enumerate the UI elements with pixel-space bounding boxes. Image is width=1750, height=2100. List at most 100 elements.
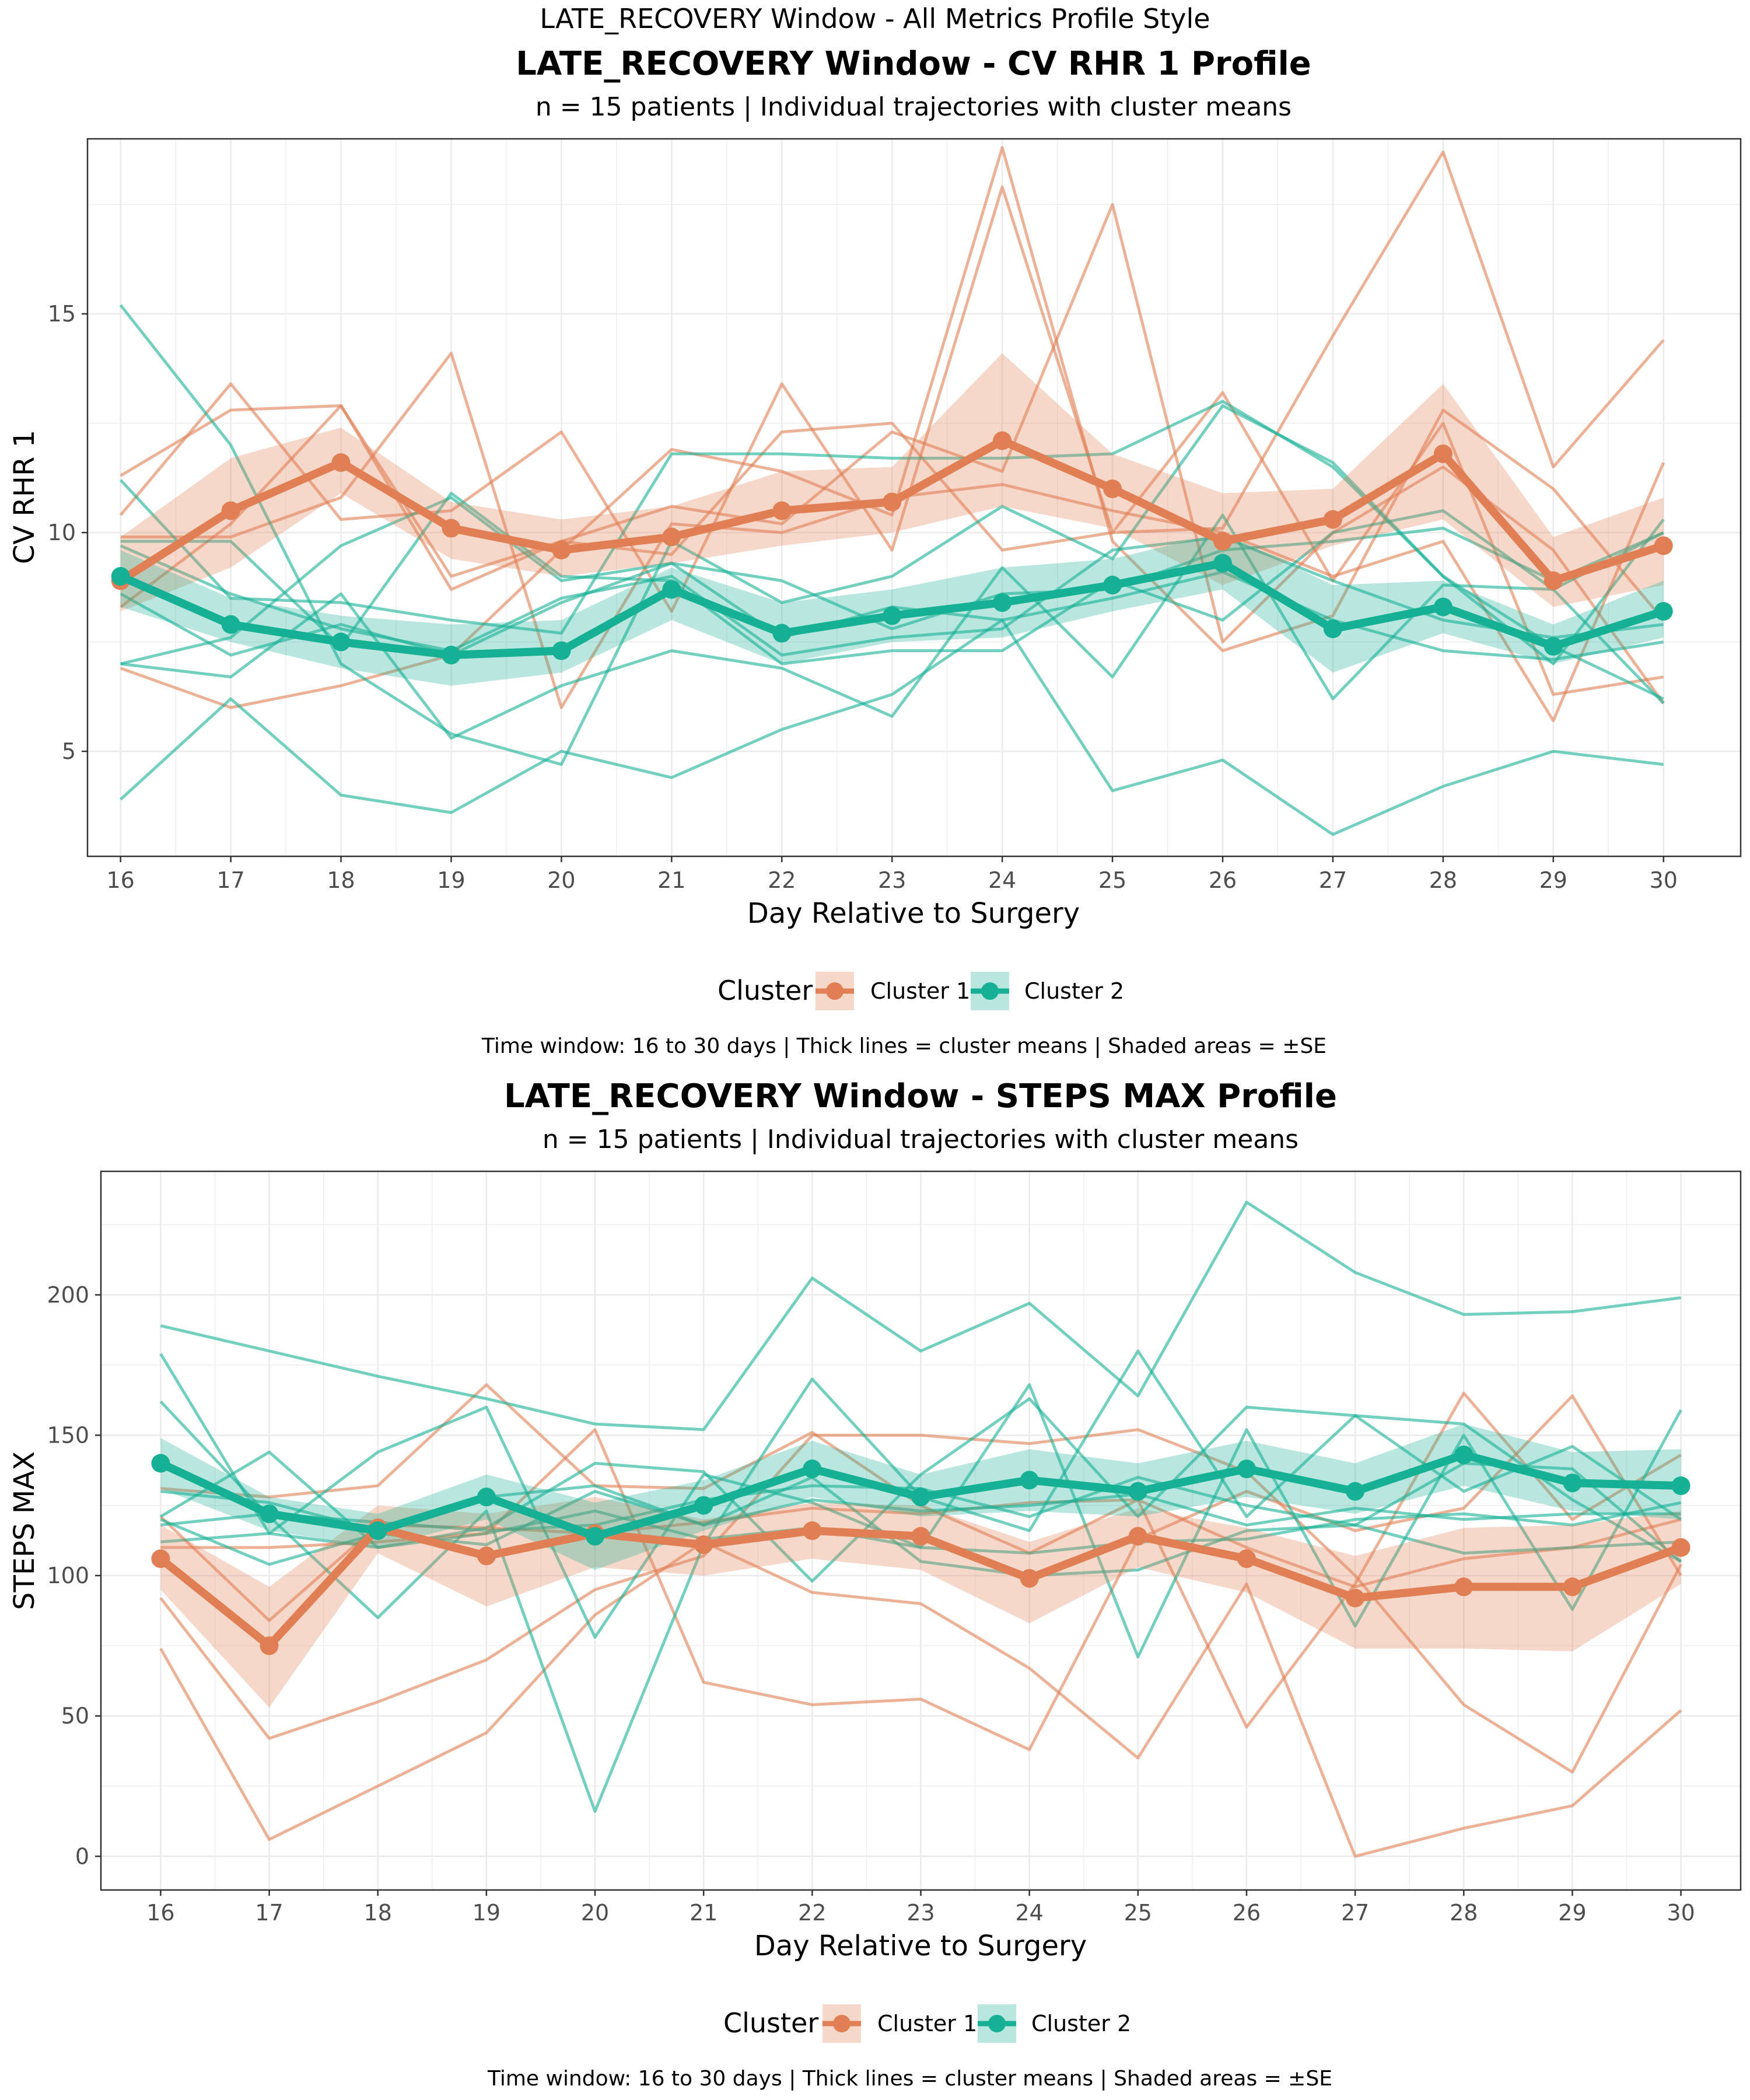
- individual-trajectory-cluster-2-11: [120, 513, 1665, 740]
- y-tick-label: 10: [48, 520, 76, 545]
- mean-point-cluster-2-day-28: [1433, 597, 1452, 617]
- legend-title: Cluster: [723, 2007, 818, 2039]
- individual-trajectory-cluster-2-9: [120, 492, 1664, 666]
- chart-panel-cv-rhr-1: LATE_RECOVERY Window - CV RHR 1 Profile …: [8, 45, 1742, 1058]
- individual-trajectory-cluster-1-2: [159, 1540, 1682, 1858]
- mean-point-cluster-2-day-26: [1237, 1460, 1256, 1479]
- y-tick-label: 150: [47, 1422, 89, 1448]
- mean-point-cluster-1-day-26: [1213, 532, 1232, 551]
- mean-point-cluster-2-day-23: [911, 1488, 930, 1507]
- legend-label-cluster-2: Cluster 2: [1031, 2011, 1131, 2036]
- mean-point-cluster-2-day-16: [151, 1454, 170, 1473]
- chart-subtitle: n = 15 patients | Individual trajectorie…: [536, 92, 1292, 122]
- chart-title: LATE_RECOVERY Window - CV RHR 1 Profile: [516, 45, 1311, 83]
- x-tick-label: 19: [437, 867, 465, 893]
- x-tick-label: 23: [907, 1900, 935, 1926]
- cluster-mean-lines: [111, 431, 1673, 664]
- individual-trajectory-cluster-2-6: [160, 1200, 1681, 1432]
- mean-point-cluster-2-day-23: [883, 606, 902, 625]
- mean-point-cluster-2-day-30: [1671, 1476, 1690, 1495]
- mean-point-cluster-2-day-19: [442, 646, 461, 664]
- x-axis: 16 17 18 19 20 21 22 23 24 25 26 27 28 29 30: [146, 1890, 1695, 1926]
- mean-point-cluster-2-day-29: [1563, 1474, 1582, 1493]
- mean-point-cluster-1-day-21: [694, 1535, 713, 1555]
- mean-point-cluster-1-day-29: [1563, 1577, 1582, 1597]
- x-tick-label: 24: [988, 867, 1016, 893]
- mean-point-cluster-1-day-28: [1454, 1577, 1474, 1597]
- mean-point-cluster-1-day-18: [331, 453, 351, 472]
- mean-point-cluster-2-day-29: [1544, 637, 1563, 656]
- mean-point-cluster-1-day-17: [221, 501, 240, 520]
- legend-label-cluster-1: Cluster 1: [877, 2011, 977, 2036]
- x-tick-label: 21: [657, 867, 685, 893]
- x-tick-label: 20: [547, 867, 575, 893]
- x-tick-label: 30: [1667, 1900, 1695, 1926]
- legend-key-cluster-2-point: [981, 982, 999, 1000]
- individual-trajectory-cluster-2-10: [120, 496, 1664, 666]
- mean-point-cluster-2-day-26: [1213, 554, 1232, 573]
- x-tick-label: 21: [690, 1900, 718, 1926]
- x-tick-label: 17: [216, 867, 244, 893]
- legend: Cluster Cluster 1 Cluster 2: [723, 2004, 1131, 2043]
- mean-point-cluster-1-day-19: [477, 1546, 496, 1566]
- individual-trajectory-cluster-2-8: [119, 400, 1665, 666]
- y-axis: 0 50 100 150 200: [47, 1282, 101, 1869]
- mean-point-cluster-2-day-25: [1128, 1482, 1147, 1501]
- x-tick-label: 23: [878, 867, 906, 893]
- y-axis-label: STEPS MAX: [8, 1451, 41, 1610]
- mean-point-cluster-2-day-22: [803, 1460, 822, 1479]
- x-tick-label: 29: [1558, 1900, 1586, 1926]
- x-axis-label: Day Relative to Surgery: [754, 1930, 1087, 1962]
- mean-point-cluster-2-day-18: [331, 632, 351, 652]
- mean-point-cluster-2-day-24: [993, 593, 1012, 612]
- individual-trajectory-cluster-1-1: [159, 1428, 1682, 1774]
- y-tick-label: 50: [61, 1703, 89, 1729]
- y-axis-label: CV RHR 1: [8, 430, 41, 564]
- legend-title: Cluster: [718, 975, 813, 1006]
- individual-trajectory-cluster-2-13: [160, 1501, 1682, 1555]
- individual-trajectory-cluster-1-5: [120, 203, 1665, 704]
- mean-point-cluster-2-day-18: [368, 1521, 387, 1540]
- x-tick-label: 17: [255, 1900, 283, 1926]
- mean-point-cluster-1-day-23: [883, 492, 902, 512]
- legend-key-cluster-2-point: [988, 2015, 1006, 2032]
- plot-panel-border: [86, 138, 1742, 858]
- mean-point-cluster-2-day-27: [1323, 620, 1342, 638]
- mean-point-cluster-1-day-26: [1237, 1549, 1256, 1569]
- mean-point-cluster-1-day-30: [1654, 536, 1673, 555]
- x-tick-label: 30: [1650, 867, 1678, 893]
- mean-point-cluster-1-day-22: [803, 1521, 822, 1540]
- cluster-mean-lines: [151, 1446, 1690, 1656]
- page-title: LATE_RECOVERY Window - All Metrics Profi…: [540, 3, 1210, 34]
- x-tick-label: 29: [1539, 867, 1567, 893]
- mean-point-cluster-2-day-17: [260, 1504, 279, 1524]
- x-tick-label: 18: [364, 1900, 392, 1926]
- mean-point-cluster-1-day-17: [260, 1636, 279, 1656]
- mean-point-cluster-2-day-20: [586, 1527, 604, 1546]
- legend-key-cluster-1-point: [826, 982, 844, 1000]
- legend: Cluster Cluster 1 Cluster 2: [718, 972, 1124, 1010]
- x-tick-label: 27: [1319, 867, 1347, 893]
- mean-point-cluster-1-day-24: [993, 431, 1012, 450]
- individual-trajectory-cluster-1-3: [119, 150, 1665, 613]
- mean-point-cluster-2-day-28: [1454, 1446, 1474, 1465]
- mean-point-cluster-2-day-16: [111, 567, 130, 586]
- mean-point-cluster-2-day-24: [1020, 1471, 1039, 1490]
- mean-point-cluster-2-day-17: [221, 615, 240, 634]
- x-tick-label: 22: [798, 1900, 826, 1926]
- x-tick-label: 26: [1209, 867, 1237, 893]
- mean-point-cluster-1-day-30: [1671, 1538, 1690, 1557]
- mean-point-cluster-1-day-28: [1433, 444, 1452, 463]
- mean-point-cluster-2-day-30: [1654, 602, 1673, 621]
- mean-point-cluster-2-day-21: [694, 1496, 713, 1515]
- chart-title: LATE_RECOVERY Window - STEPS MAX Profile: [504, 1077, 1337, 1115]
- mean-point-cluster-1-day-16: [151, 1549, 170, 1569]
- x-tick-label: 28: [1450, 1900, 1478, 1926]
- chart-subtitle: n = 15 patients | Individual trajectorie…: [542, 1125, 1298, 1154]
- mean-point-cluster-2-day-19: [477, 1488, 496, 1507]
- chart-panel-steps-max: LATE_RECOVERY Window - STEPS MAX Profile…: [8, 1077, 1742, 2091]
- mean-point-cluster-1-day-25: [1103, 480, 1122, 498]
- mean-point-cluster-1-day-21: [662, 527, 681, 547]
- y-tick-label: 100: [47, 1563, 89, 1588]
